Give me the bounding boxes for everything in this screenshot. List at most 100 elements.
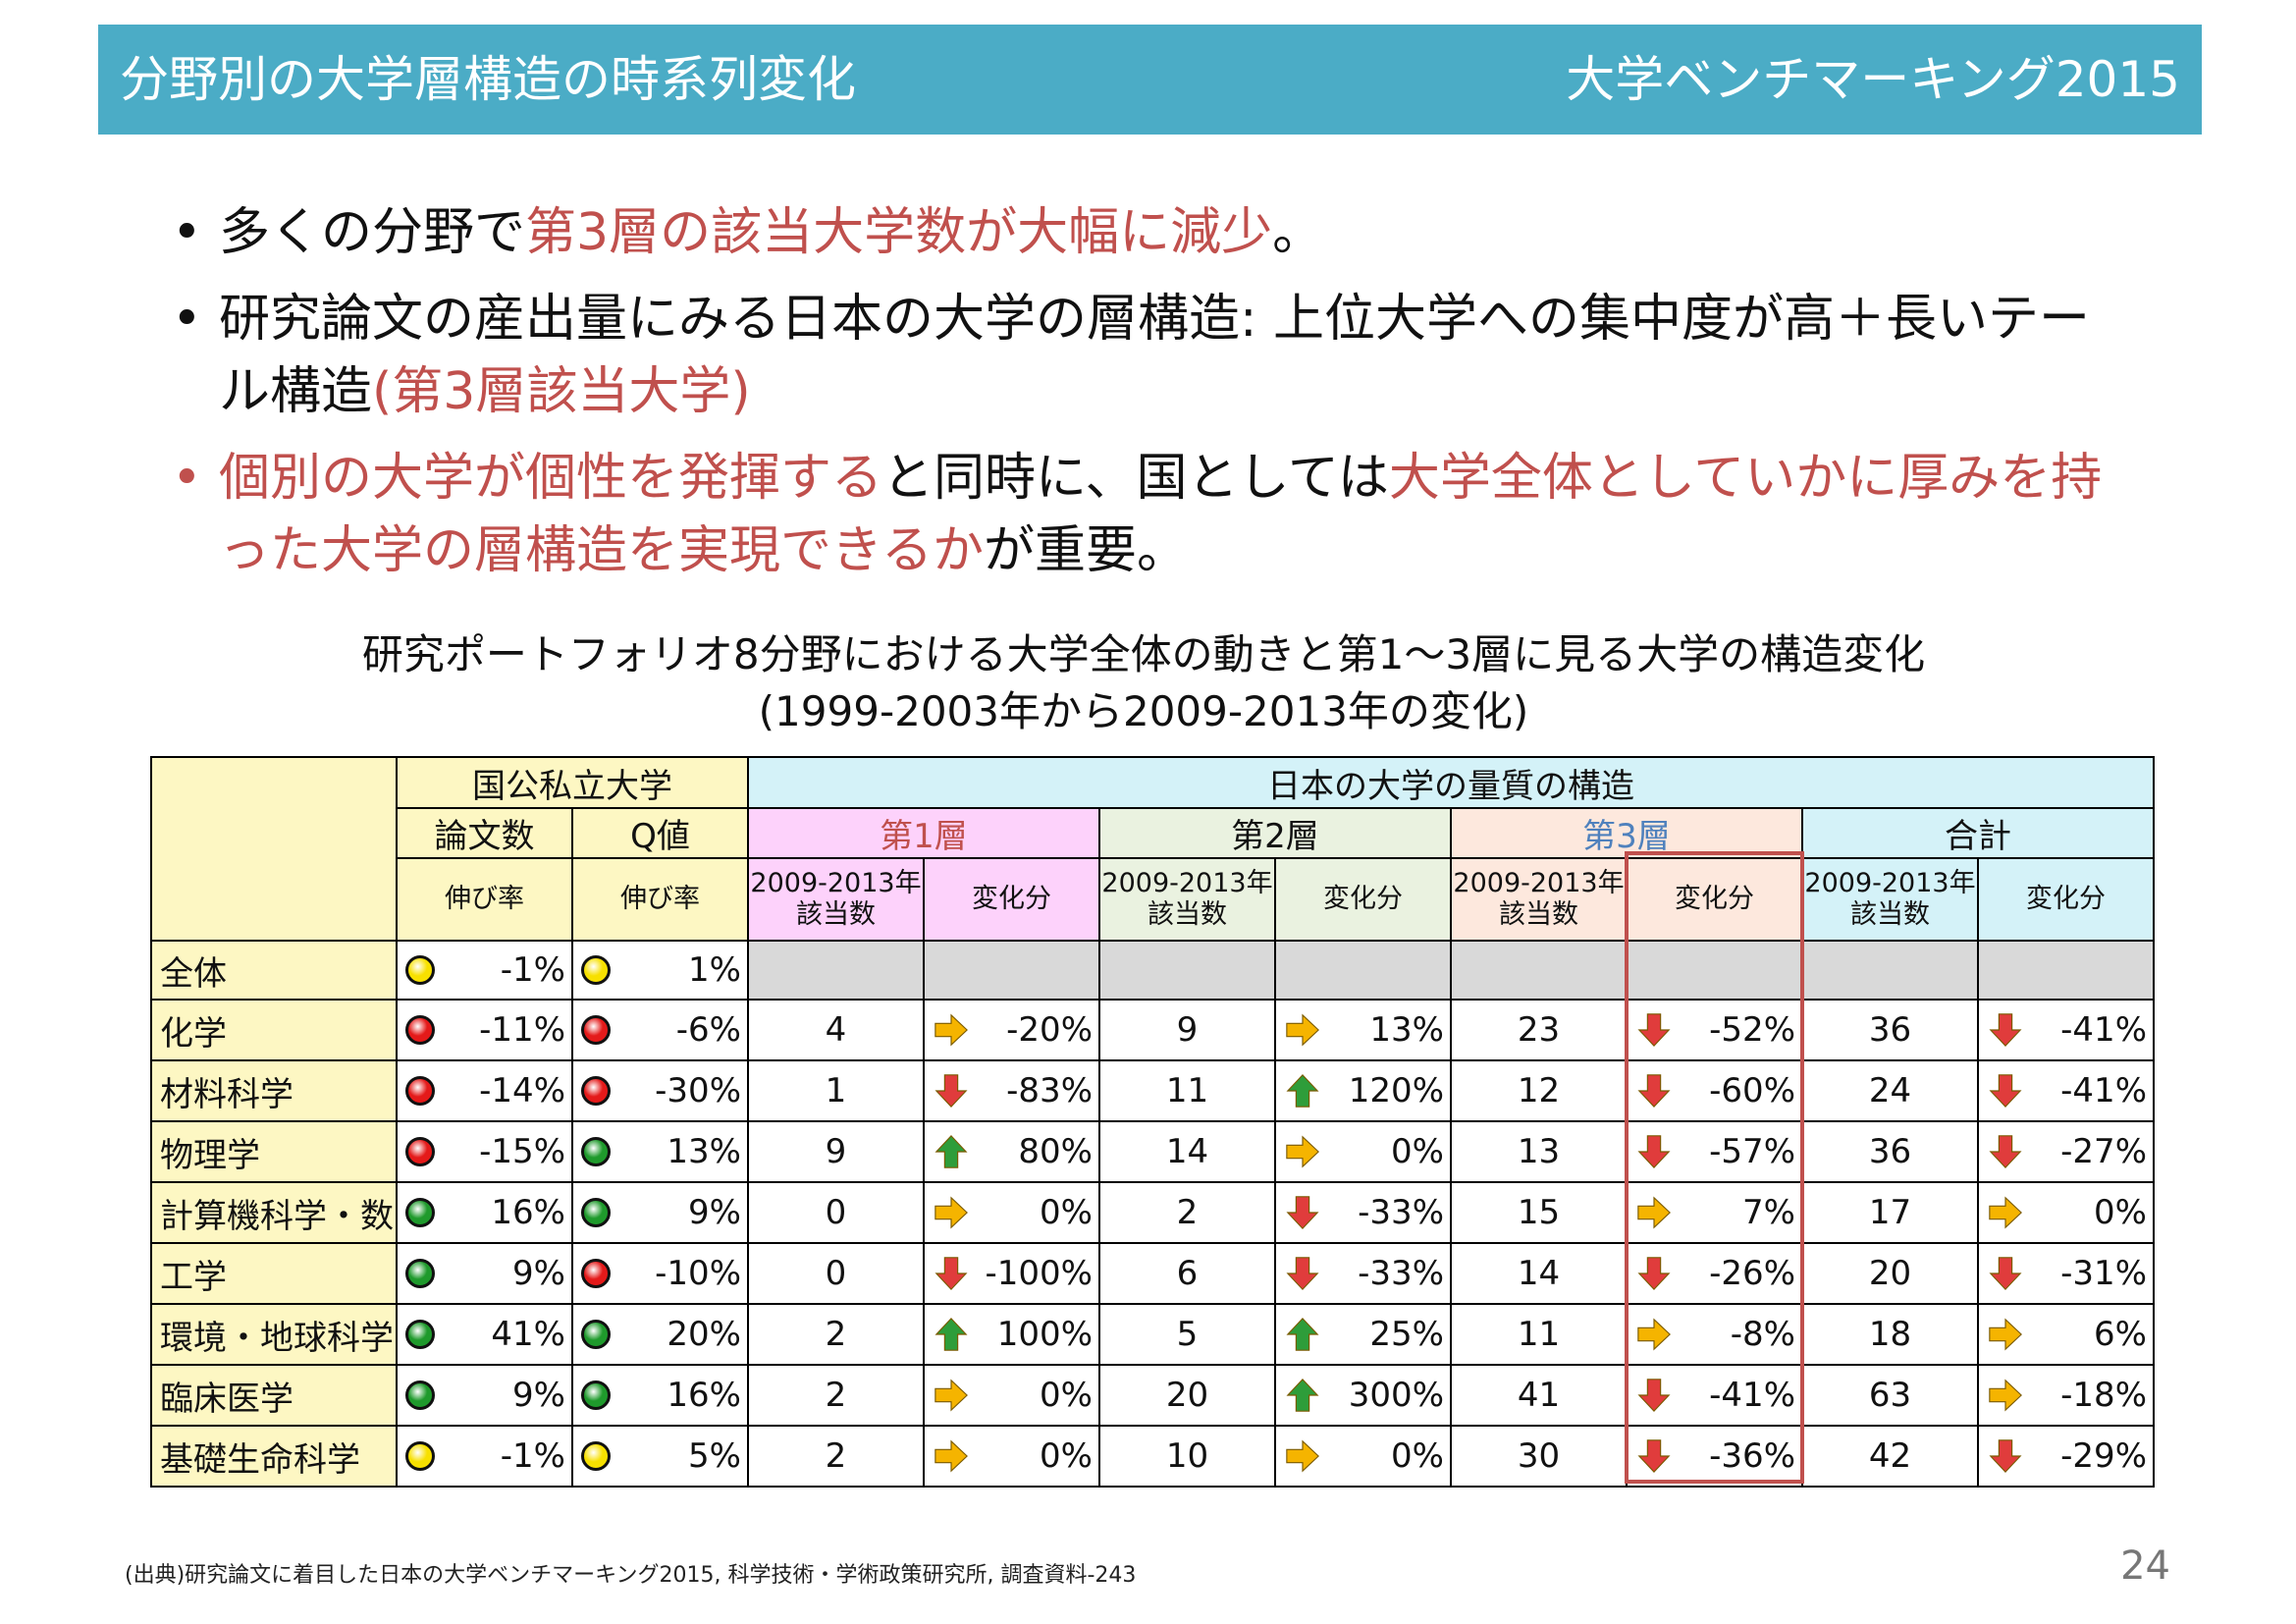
row-label: 化学 xyxy=(150,999,398,1061)
cell-value: -8% xyxy=(1730,1315,1795,1354)
t3-change-cell: -41% xyxy=(1626,1364,1803,1427)
row-label: 工学 xyxy=(150,1242,398,1305)
green-status-circle-icon xyxy=(581,1320,611,1349)
red-status-circle-icon xyxy=(581,1076,611,1106)
table-row: 環境・地球科学 41% 20% 2 100% 5 25% 11 -8% 18 6% xyxy=(150,1303,2155,1366)
t2-count-cell: 11 xyxy=(1098,1059,1276,1122)
table-row: 臨床医学 9% 16% 2 0% 20 300% 41 -41% 63 -18% xyxy=(150,1364,2155,1427)
t2-change-cell: -33% xyxy=(1274,1181,1452,1244)
arrow-up-icon xyxy=(934,1318,968,1351)
cell-value: 0% xyxy=(1040,1436,1093,1476)
t3-count-cell: 11 xyxy=(1450,1303,1628,1366)
t3-change-cell: -57% xyxy=(1626,1120,1803,1183)
tt-change-cell: -29% xyxy=(1977,1425,2155,1488)
cell-value: -10% xyxy=(655,1254,741,1293)
papers-growth-cell: -14% xyxy=(396,1059,573,1122)
q-growth-header: 伸び率 xyxy=(571,857,749,942)
t3-change-cell: -60% xyxy=(1626,1059,1803,1122)
cell-value: 0% xyxy=(1391,1132,1444,1171)
papers-growth-cell: -11% xyxy=(396,999,573,1061)
cell-value: -36% xyxy=(1709,1436,1795,1476)
t2-count-cell: 10 xyxy=(1098,1425,1276,1488)
source-footnote: (出典)研究論文に着目した日本の大学ベンチマーキング2015, 科学技術・学術政… xyxy=(125,1563,1137,1588)
t3-change-cell: -52% xyxy=(1626,999,1803,1061)
t1-change-cell: 80% xyxy=(923,1120,1100,1183)
empty-cell xyxy=(747,940,925,1001)
tier1-change-header: 変化分 xyxy=(923,857,1100,942)
t1-change-cell: 0% xyxy=(923,1364,1100,1427)
t1-change-cell: -100% xyxy=(923,1242,1100,1305)
t3-count-cell: 23 xyxy=(1450,999,1628,1061)
green-status-circle-icon xyxy=(405,1198,435,1227)
arrow-down-icon xyxy=(934,1257,968,1290)
tt-change-cell: -27% xyxy=(1977,1120,2155,1183)
green-status-circle-icon xyxy=(405,1320,435,1349)
bullet-text: 第3層の該当大学数が大幅に減少 xyxy=(525,203,1273,262)
cell-value: 20% xyxy=(667,1315,741,1354)
t1-count-cell: 0 xyxy=(747,1242,925,1305)
arrow-up-icon xyxy=(934,1135,968,1168)
corner-cell xyxy=(150,756,398,942)
cell-value: 80% xyxy=(1018,1132,1093,1171)
tt-change-cell: -41% xyxy=(1977,999,2155,1061)
t2-count-cell: 2 xyxy=(1098,1181,1276,1244)
papers-header: 論文数 xyxy=(396,807,573,859)
t3-change-cell: -36% xyxy=(1626,1425,1803,1488)
tier1-count-header: 2009-2013年 該当数 xyxy=(747,857,925,942)
papers-growth-cell: 41% xyxy=(396,1303,573,1366)
q-growth-cell: 13% xyxy=(571,1120,749,1183)
t2-change-cell: 300% xyxy=(1274,1364,1452,1427)
empty-cell xyxy=(1626,940,1803,1001)
t2-change-cell: 0% xyxy=(1274,1425,1452,1488)
cell-value: -31% xyxy=(2060,1254,2147,1293)
tt-count-cell: 36 xyxy=(1801,999,1979,1061)
cell-value: 13% xyxy=(1369,1010,1444,1050)
t1-count-cell: 2 xyxy=(747,1425,925,1488)
arrow-down-icon xyxy=(1637,1013,1671,1047)
cell-value: 0% xyxy=(1040,1193,1093,1232)
bullet-marker: • xyxy=(172,203,202,262)
bullet-text: 多くの分野で xyxy=(219,203,526,262)
cell-value: -18% xyxy=(2060,1376,2147,1415)
t3-count-cell: 12 xyxy=(1450,1059,1628,1122)
arrow-right-icon xyxy=(934,1013,968,1047)
cell-value: 16% xyxy=(491,1193,565,1232)
papers-growth-cell: 9% xyxy=(396,1364,573,1427)
row-label: 環境・地球科学 xyxy=(150,1303,398,1366)
q-growth-cell: -10% xyxy=(571,1242,749,1305)
empty-cell xyxy=(923,940,1100,1001)
tier2-header: 第2層 xyxy=(1098,807,1452,859)
green-status-circle-icon xyxy=(581,1198,611,1227)
arrow-down-icon xyxy=(934,1074,968,1108)
arrow-down-icon xyxy=(1286,1257,1319,1290)
empty-cell xyxy=(1977,940,2155,1001)
cell-value: 1% xyxy=(688,950,741,990)
bullet-item: • 個別の大学が個性を発揮すると同時に、国としては大学全体としていかに厚みを持った… xyxy=(172,442,2135,587)
university-structure-table: 国公私立大学 日本の大学の量質の構造 論文数 Q値 第1層 第2層 第3層 合計… xyxy=(150,756,2155,1488)
red-status-circle-icon xyxy=(405,1076,435,1106)
t2-count-cell: 9 xyxy=(1098,999,1276,1061)
t2-count-cell: 5 xyxy=(1098,1303,1276,1366)
q-growth-cell: -6% xyxy=(571,999,749,1061)
t1-count-cell: 0 xyxy=(747,1181,925,1244)
arrow-down-icon xyxy=(1637,1379,1671,1412)
bullet-marker: • xyxy=(172,290,202,349)
cell-value: -11% xyxy=(479,1010,565,1050)
t3-count-cell: 41 xyxy=(1450,1364,1628,1427)
cell-value: -57% xyxy=(1709,1132,1795,1171)
t2-count-cell: 6 xyxy=(1098,1242,1276,1305)
tier2-count-header: 2009-2013年 該当数 xyxy=(1098,857,1276,942)
arrow-down-icon xyxy=(1989,1135,2022,1168)
cell-value: 0% xyxy=(2094,1193,2147,1232)
cell-value: 120% xyxy=(1348,1071,1444,1110)
yellow-status-circle-icon xyxy=(581,955,611,985)
table-caption-line1: 研究ポートフォリオ8分野における大学全体の動きと第1～3層に見る大学の構造変化 xyxy=(361,630,1926,678)
t3-count-cell: 13 xyxy=(1450,1120,1628,1183)
t2-change-cell: -33% xyxy=(1274,1242,1452,1305)
slide-title: 分野別の大学層構造の時系列変化 xyxy=(120,51,856,108)
cell-value: -30% xyxy=(655,1071,741,1110)
cell-value: -20% xyxy=(1006,1010,1093,1050)
papers-growth-cell: -1% xyxy=(396,940,573,1001)
bullet-item: • 多くの分野で第3層の該当大学数が大幅に減少。 xyxy=(172,196,2135,269)
bullet-text: (第3層該当大学) xyxy=(372,362,751,421)
